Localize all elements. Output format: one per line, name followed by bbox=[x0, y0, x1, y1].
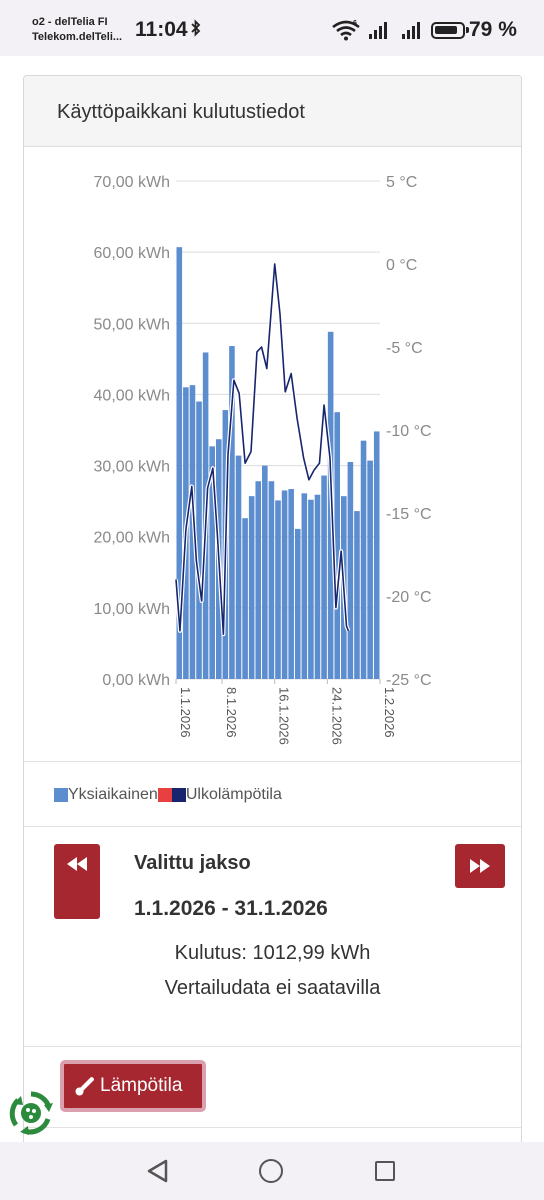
bar bbox=[235, 455, 242, 679]
y2-tick-label: -15 °C bbox=[386, 506, 432, 523]
rewind-icon bbox=[67, 857, 87, 871]
chart-svg: 0,00 kWh 10,00 kWh 20,00 kWh 30,00 kWh 40,00… bbox=[94, 174, 432, 745]
bar bbox=[314, 494, 321, 679]
y2-tick-label: -25 °C bbox=[386, 672, 432, 689]
bar bbox=[301, 493, 308, 679]
bar bbox=[229, 346, 235, 679]
bar bbox=[189, 385, 196, 679]
y-tick-label: 10,00 kWh bbox=[94, 601, 170, 618]
bar bbox=[367, 460, 373, 679]
x-tick-label: 24.1.2026 bbox=[329, 687, 344, 745]
bar bbox=[248, 496, 255, 679]
legend-swatch-temperature-alt bbox=[157, 788, 172, 802]
bar bbox=[268, 481, 275, 679]
consumption-chart: 0,00 kWh 10,00 kWh 20,00 kWh 30,00 kWh 40,00… bbox=[24, 147, 521, 761]
x-tick-label: 16.1.2026 bbox=[277, 687, 292, 745]
previous-period-button[interactable] bbox=[54, 844, 100, 919]
bar bbox=[373, 431, 380, 679]
status-bar: o2 - delTelia FI Telekom.delTeli... 11:0… bbox=[0, 0, 544, 56]
bar bbox=[354, 511, 360, 679]
bar bbox=[176, 247, 183, 680]
y-tick-label: 70,00 kWh bbox=[94, 174, 170, 191]
bar bbox=[242, 518, 248, 679]
y-tick-label: 50,00 kWh bbox=[94, 316, 170, 333]
period-range: 1.1.2026 - 31.1.2026 bbox=[134, 897, 328, 920]
carrier-line-1: o2 - delTelia FI bbox=[32, 16, 108, 28]
bar bbox=[281, 490, 288, 679]
total-consumption: Kulutus: 1012,99 kWh bbox=[174, 942, 371, 964]
bar bbox=[255, 481, 262, 679]
carrier-info: o2 - delTelia FI Telekom.delTeli... bbox=[32, 15, 122, 45]
separator bbox=[24, 826, 521, 827]
status-time: 11:04 bbox=[135, 18, 188, 41]
separator bbox=[24, 761, 521, 762]
bar bbox=[321, 475, 327, 679]
bar bbox=[347, 462, 354, 679]
temperature-line bbox=[175, 263, 350, 635]
thermometer-icon bbox=[75, 1077, 94, 1096]
bar bbox=[262, 465, 268, 679]
y2-tick-label: -10 °C bbox=[386, 423, 432, 440]
recent-square-icon[interactable] bbox=[375, 1161, 395, 1181]
fast-forward-icon bbox=[470, 859, 490, 873]
card-header: Käyttöpaikkani kulutustiedot bbox=[24, 76, 521, 147]
x-tick-label: 1.2.2026 bbox=[382, 687, 397, 738]
temperature-button[interactable]: Lämpötila bbox=[60, 1060, 206, 1112]
consumption-card: Käyttöpaikkani kulutustiedot 0,00 kWh 10,… bbox=[23, 75, 522, 1155]
bar bbox=[209, 446, 215, 679]
y-tick-label: 40,00 kWh bbox=[94, 387, 170, 404]
separator bbox=[24, 1046, 521, 1047]
battery-percentage: 79 % bbox=[469, 18, 517, 41]
bluetooth-icon bbox=[191, 19, 201, 42]
legend-swatch-consumption bbox=[54, 788, 68, 802]
y-tick-label: 60,00 kWh bbox=[94, 245, 170, 262]
carrier-line-2: Telekom.delTeli... bbox=[32, 31, 123, 43]
back-triangle-icon[interactable] bbox=[146, 1158, 170, 1189]
y-tick-label: 0,00 kWh bbox=[102, 672, 170, 689]
home-circle-icon[interactable] bbox=[259, 1159, 283, 1183]
bar bbox=[360, 440, 367, 679]
comparison-status: Vertailudata ei saatavilla bbox=[164, 977, 381, 999]
bar bbox=[334, 412, 341, 679]
svg-text:6: 6 bbox=[353, 20, 357, 27]
x-tick-label: 1.1.2026 bbox=[178, 687, 193, 738]
bar bbox=[196, 401, 202, 679]
legend-label-consumption: Yksiaikainen bbox=[68, 786, 158, 803]
battery-icon bbox=[431, 22, 469, 39]
y-tick-label: 30,00 kWh bbox=[94, 459, 170, 476]
period-label: Valittu jakso bbox=[134, 852, 251, 874]
x-tick-label: 8.1.2026 bbox=[224, 687, 239, 738]
bar bbox=[308, 499, 314, 679]
legend-label-temperature: Ulkolämpötila bbox=[185, 786, 282, 803]
separator bbox=[24, 1127, 521, 1128]
y-tick-label: 20,00 kWh bbox=[94, 530, 170, 547]
y2-tick-label: 5 °C bbox=[386, 174, 417, 191]
wifi-icon: 6 bbox=[331, 19, 361, 46]
signal-icon-sim1 bbox=[368, 20, 392, 45]
y2-tick-label: -20 °C bbox=[386, 589, 432, 606]
recycle-icon[interactable] bbox=[8, 1090, 54, 1141]
next-period-button[interactable] bbox=[455, 844, 505, 888]
chart-legend: Yksiaikainen Ulkolämpötila bbox=[54, 786, 282, 804]
signal-icon-sim2 bbox=[401, 20, 425, 45]
bar bbox=[288, 489, 294, 679]
y2-tick-label: 0 °C bbox=[386, 257, 417, 274]
bar bbox=[294, 528, 301, 679]
y2-tick-label: -5 °C bbox=[386, 340, 423, 357]
legend-swatch-temperature bbox=[171, 788, 186, 802]
bar bbox=[275, 500, 281, 679]
card-title: Käyttöpaikkani kulutustiedot bbox=[57, 101, 305, 123]
temperature-button-label: Lämpötila bbox=[100, 1075, 183, 1096]
